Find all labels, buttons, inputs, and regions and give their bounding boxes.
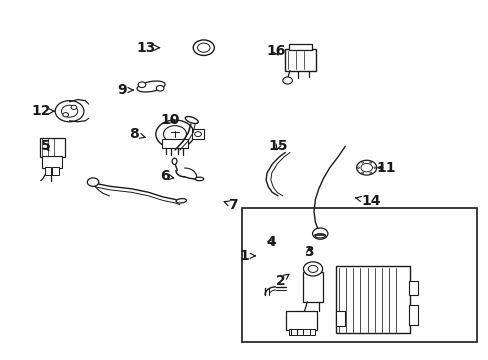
Circle shape bbox=[312, 228, 327, 239]
Bar bbox=[303, 272, 322, 302]
Ellipse shape bbox=[314, 234, 325, 238]
Bar bbox=[42, 156, 62, 168]
Circle shape bbox=[360, 163, 372, 172]
Circle shape bbox=[156, 85, 163, 91]
Bar bbox=[335, 266, 409, 333]
Text: 14: 14 bbox=[355, 194, 381, 208]
Bar bbox=[242, 208, 476, 342]
Bar bbox=[40, 138, 64, 157]
Ellipse shape bbox=[172, 158, 177, 165]
Circle shape bbox=[307, 265, 317, 273]
Text: 6: 6 bbox=[160, 170, 173, 184]
Text: 2: 2 bbox=[275, 274, 288, 288]
Ellipse shape bbox=[195, 177, 203, 181]
Circle shape bbox=[282, 77, 292, 84]
Circle shape bbox=[193, 40, 214, 55]
Text: 9: 9 bbox=[117, 83, 133, 97]
Bar bbox=[335, 311, 345, 327]
Text: 3: 3 bbox=[304, 245, 313, 259]
Bar bbox=[288, 44, 311, 50]
Bar bbox=[161, 139, 188, 148]
Bar bbox=[192, 129, 204, 139]
Text: 8: 8 bbox=[129, 127, 145, 141]
Text: 13: 13 bbox=[136, 41, 159, 55]
Ellipse shape bbox=[137, 81, 165, 92]
Circle shape bbox=[63, 113, 68, 117]
Text: 7: 7 bbox=[224, 198, 237, 212]
Circle shape bbox=[369, 162, 371, 163]
Text: 15: 15 bbox=[268, 139, 287, 153]
Circle shape bbox=[356, 160, 376, 175]
Text: 12: 12 bbox=[31, 104, 54, 118]
Circle shape bbox=[361, 172, 363, 174]
Ellipse shape bbox=[176, 199, 186, 203]
Text: 11: 11 bbox=[375, 161, 395, 175]
Bar bbox=[285, 49, 316, 71]
Circle shape bbox=[369, 172, 371, 174]
Circle shape bbox=[61, 105, 78, 117]
Ellipse shape bbox=[185, 117, 198, 123]
Bar bbox=[288, 329, 314, 334]
Bar bbox=[45, 167, 51, 175]
Circle shape bbox=[71, 105, 77, 109]
Bar bbox=[285, 311, 317, 330]
Circle shape bbox=[156, 120, 194, 148]
Circle shape bbox=[373, 167, 375, 168]
Bar bbox=[52, 167, 59, 175]
Text: 5: 5 bbox=[41, 139, 50, 153]
Text: 16: 16 bbox=[265, 44, 285, 58]
Circle shape bbox=[197, 43, 209, 52]
Bar bbox=[408, 280, 417, 294]
Text: 1: 1 bbox=[239, 249, 255, 263]
Circle shape bbox=[55, 101, 84, 122]
Text: 10: 10 bbox=[160, 113, 180, 127]
Circle shape bbox=[138, 82, 145, 87]
Bar bbox=[408, 305, 417, 325]
Circle shape bbox=[357, 167, 359, 168]
Circle shape bbox=[361, 162, 363, 163]
Circle shape bbox=[87, 178, 99, 186]
Circle shape bbox=[194, 132, 201, 136]
Text: 4: 4 bbox=[265, 235, 275, 249]
Circle shape bbox=[303, 262, 322, 276]
Circle shape bbox=[163, 126, 186, 143]
